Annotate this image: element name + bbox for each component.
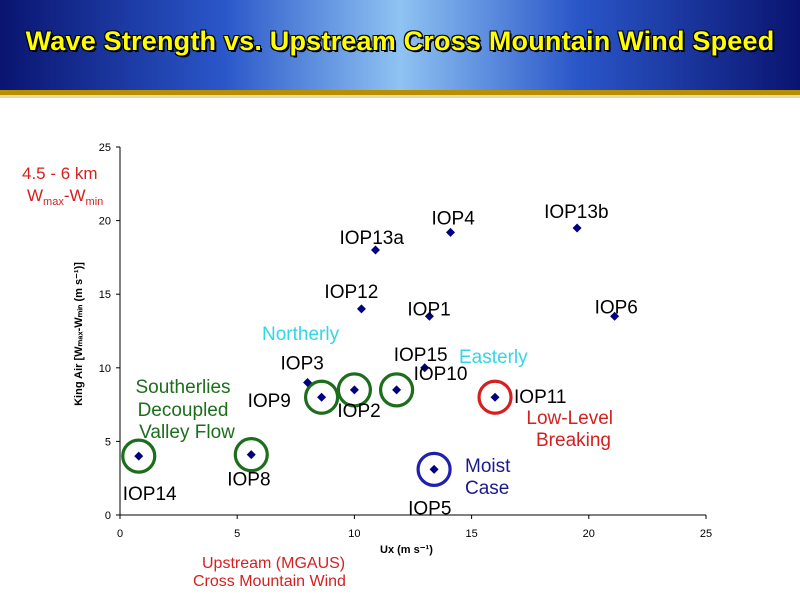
y-axis-title: King Air [Wₘₐₓ-Wₘᵢₙ (m s⁻¹)] (73, 262, 85, 406)
easterly-annotation: Easterly (459, 347, 528, 368)
highlight-circle-iop10 (378, 372, 415, 408)
point-label-iop15: IOP15 (394, 345, 448, 366)
y-tick-label: 20 (99, 216, 111, 228)
point-iop5 (429, 464, 439, 474)
x-axis-title: Ux (m s⁻¹) (380, 544, 433, 556)
wmin-sub: min (86, 196, 104, 208)
highlight-circle-iop8 (233, 437, 269, 473)
banner-light-rule (0, 95, 800, 98)
title-banner (0, 0, 800, 90)
highlight-circle-iop5 (416, 451, 452, 487)
x-tick-label: 0 (117, 528, 123, 540)
point-label-iop9: IOP9 (248, 391, 291, 412)
lowlevel-annotation-line2: Breaking (536, 430, 611, 451)
x-tick-label: 25 (700, 528, 712, 540)
moist-annotation-line2: Case (465, 478, 509, 499)
data-points (134, 223, 620, 474)
lowlevel-annotation-line1: Low-Level (526, 408, 613, 429)
point-iop9 (317, 392, 327, 402)
upstream-annotation-line1: Upstream (MGAUS) (202, 555, 345, 572)
highlight-circle-iop11 (477, 379, 513, 415)
point-iop11 (490, 392, 500, 402)
point-label-iop6: IOP6 (595, 297, 638, 318)
point-iop15 (420, 363, 430, 373)
altitude-annotation: 4.5 - 6 km (22, 164, 98, 183)
point-iop8 (246, 450, 256, 460)
point-label-iop1: IOP1 (407, 299, 450, 320)
point-label-iop2: IOP2 (337, 401, 380, 422)
point-iop1 (424, 311, 434, 321)
moist-annotation-line1: Moist (465, 456, 511, 477)
point-label-iop10: IOP10 (414, 364, 468, 385)
southerlies-annotation-line2: Decoupled (138, 400, 229, 421)
point-iop13a (370, 245, 380, 255)
southerlies-annotation-line1: Southerlies (135, 377, 230, 398)
point-label-iop4: IOP4 (432, 208, 476, 229)
point-label-iop13b: IOP13b (544, 202, 608, 223)
point-iop4 (446, 227, 456, 237)
point-iop12 (356, 304, 366, 314)
wmax-wmin-annotation: Wmax-Wmin (27, 186, 103, 208)
point-iop14 (134, 451, 144, 461)
y-tick-label: 15 (99, 289, 111, 301)
highlight-circle-iop14 (121, 438, 157, 474)
y-tick-label: 25 (99, 142, 111, 154)
point-label-iop3: IOP3 (281, 354, 324, 375)
point-label-iop14: IOP14 (123, 484, 177, 505)
banner-gold-rule (0, 90, 800, 95)
point-label-iop8: IOP8 (227, 470, 270, 491)
point-label-iop5: IOP5 (408, 498, 451, 519)
y-tick-label: 10 (99, 363, 111, 375)
point-iop10 (392, 385, 402, 395)
northerly-annotation: Northerly (262, 324, 340, 345)
wmax-sub: max (43, 196, 64, 208)
point-label-iop12: IOP12 (324, 282, 378, 303)
x-tick-label: 15 (465, 528, 477, 540)
point-iop3 (303, 378, 313, 388)
wmax-w: W (27, 186, 43, 205)
y-tick-label: 0 (105, 510, 111, 522)
slide-title: Wave Strength vs. Upstream Cross Mountai… (25, 26, 775, 56)
point-iop2 (349, 385, 359, 395)
southerlies-annotation-line3: Valley Flow (139, 422, 235, 443)
y-tick-label: 5 (105, 436, 111, 448)
point-label-iop11: IOP11 (514, 387, 566, 408)
highlight-circle-iop2 (336, 372, 372, 408)
wmin-w: -W (64, 186, 86, 205)
highlight-circle-iop9 (303, 379, 340, 415)
x-tick-label: 20 (583, 528, 595, 540)
point-iop13b (572, 223, 582, 233)
axes: 0 5 10 15 20 25 0 5 10 15 20 25 (99, 142, 712, 540)
point-label-iop13a: IOP13a (339, 228, 404, 249)
x-tick-label: 5 (234, 528, 240, 540)
x-tick-label: 10 (348, 528, 360, 540)
highlight-circles (121, 372, 513, 487)
upstream-annotation-line2: Cross Mountain Wind (193, 573, 346, 590)
point-iop6 (610, 311, 620, 321)
